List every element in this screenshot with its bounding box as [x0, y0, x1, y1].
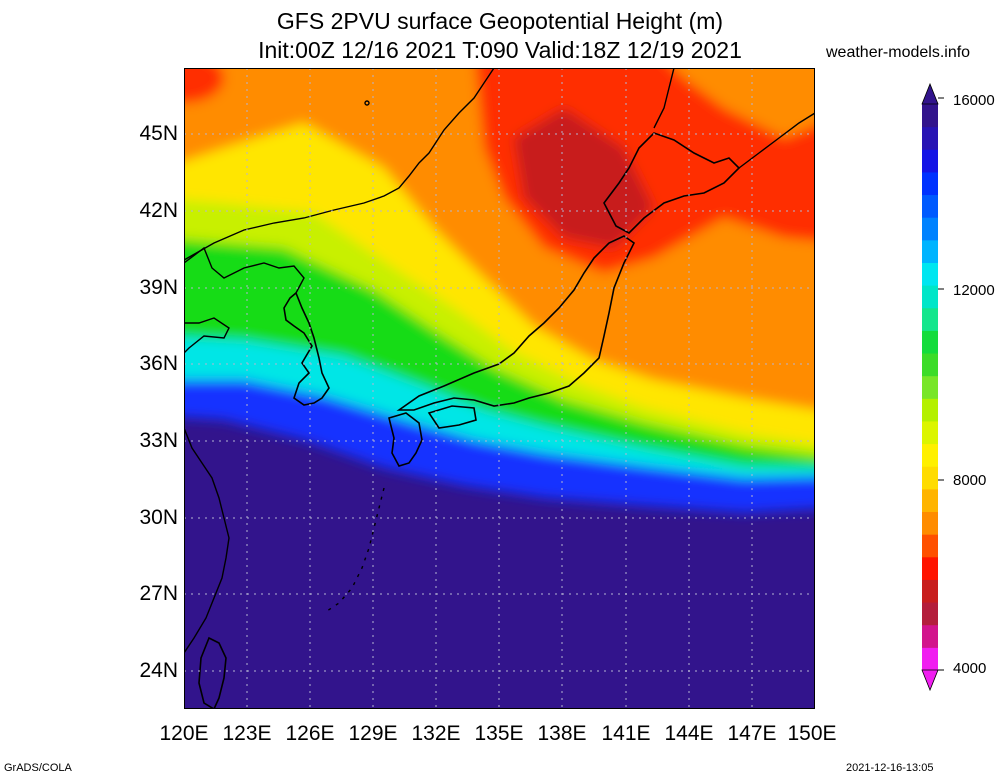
colorbar-segment — [922, 330, 938, 354]
colorbar-segment — [922, 488, 938, 513]
lon-label-129e: 129E — [348, 722, 398, 745]
footer-software: GrADS/COLA — [4, 762, 72, 774]
colorbar-label-4000: 4000 — [953, 660, 987, 677]
colorbar-top-arrow — [921, 82, 939, 105]
colorbar-segment — [922, 171, 938, 196]
lon-label-123e: 123E — [222, 722, 272, 745]
colorbar-label-8000: 8000 — [953, 472, 987, 489]
lon-label-132e: 132E — [411, 722, 461, 745]
map-title: GFS 2PVU surface Geopotential Height (m) — [276, 8, 724, 34]
lon-label-135e: 135E — [474, 722, 524, 745]
red-blob — [184, 68, 224, 103]
colorbar-segment — [922, 602, 938, 626]
colorbar-segment — [922, 420, 938, 445]
lon-label-150e: 150E — [787, 722, 837, 745]
colorbar-segment — [922, 239, 938, 263]
lat-label-24n: 24N — [139, 659, 178, 682]
colorbar-segment — [922, 579, 938, 603]
colorbar-segment — [922, 307, 938, 331]
colorbar-segment — [922, 443, 938, 467]
lat-label-45n: 45N — [139, 122, 178, 145]
map-subtitle: Init:00Z 12/16 2021 T:090 Valid:18Z 12/1… — [258, 37, 742, 63]
lon-label-138e: 138E — [537, 722, 587, 745]
colorbar-segment — [922, 149, 938, 173]
colorbar-label-16000: 16000 — [953, 92, 995, 109]
colorbar-segment — [922, 398, 938, 422]
footer-timestamp: 2021-12-16-13:05 — [846, 762, 934, 774]
colorbar-segment — [922, 285, 938, 309]
lon-label-147e: 147E — [727, 722, 777, 745]
colorbar-segment — [922, 126, 938, 150]
colorbar-segment — [922, 556, 938, 580]
colorbar — [921, 82, 944, 692]
colorbar-segment — [922, 353, 938, 377]
lon-label-144e: 144E — [664, 722, 714, 745]
colorbar-segment — [922, 466, 938, 490]
lat-label-33n: 33N — [139, 429, 178, 452]
gridlines — [184, 68, 815, 709]
colorbar-bottom-arrow — [921, 669, 939, 692]
lon-label-126e: 126E — [285, 722, 335, 745]
colorbar-segment — [922, 194, 938, 218]
red-core — [514, 108, 654, 248]
colorbar-segment — [922, 217, 938, 241]
lat-label-30n: 30N — [139, 506, 178, 529]
colorbar-segment — [922, 375, 938, 399]
lat-label-42n: 42N — [139, 199, 178, 222]
colorbar-segment — [922, 262, 938, 286]
lon-label-141e: 141E — [601, 722, 651, 745]
orange-strip-north — [674, 68, 815, 138]
colorbar-label-12000: 12000 — [953, 282, 995, 299]
lon-label-120e: 120E — [159, 722, 209, 745]
colorbar-segment — [922, 511, 938, 535]
colorbar-segment — [922, 534, 938, 558]
colorbar-segments — [922, 104, 938, 671]
lat-label-36n: 36N — [139, 352, 178, 375]
lat-label-27n: 27N — [139, 582, 178, 605]
site-watermark: weather-models.info — [826, 44, 971, 61]
colorbar-segment — [922, 104, 938, 128]
lat-label-39n: 39N — [139, 276, 178, 299]
height-map — [184, 68, 815, 709]
map-frame — [184, 68, 815, 709]
colorbar-segment — [922, 647, 938, 671]
colorbar-segment — [922, 624, 938, 648]
